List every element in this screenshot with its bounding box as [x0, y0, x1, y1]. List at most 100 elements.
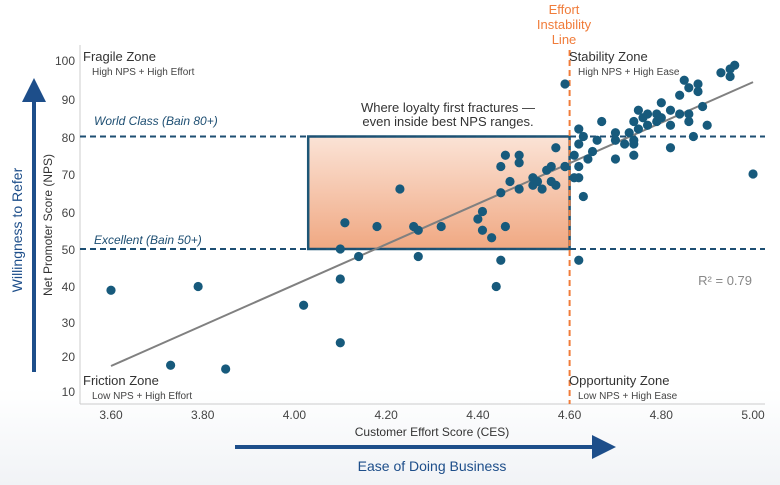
y-axis-title: Net Promoter Score (NPS) [41, 154, 55, 296]
opportunity-zone-title: Opportunity Zone [569, 373, 669, 388]
data-point [578, 191, 588, 202]
data-point [166, 360, 176, 370]
data-point [496, 161, 506, 172]
x-tick-label: 4.00 [283, 408, 307, 422]
y-tick-label: 50 [62, 243, 76, 257]
data-point [496, 255, 506, 265]
data-point [477, 206, 488, 217]
x-tick-label: 4.40 [466, 408, 490, 422]
y-tick-label: 80 [62, 131, 76, 145]
data-point [487, 233, 497, 243]
x-tick-label: 3.60 [99, 408, 123, 422]
data-point [684, 116, 694, 127]
ease-label: Ease of Doing Business [358, 458, 507, 474]
y-tick-label: 40 [62, 280, 76, 294]
box-annotation-2: even inside best NPS ranges. [362, 114, 533, 129]
data-point [587, 146, 598, 157]
data-point [335, 338, 345, 348]
data-point [684, 83, 694, 93]
stability-zone-subtitle: High NPS + High Ease [578, 67, 680, 78]
data-point [496, 188, 506, 198]
data-point [335, 274, 345, 284]
data-point [537, 184, 547, 194]
data-point [675, 109, 685, 119]
instability-label-2: Instability [537, 17, 592, 32]
data-point [693, 86, 703, 97]
y-tick-label: 30 [62, 316, 76, 330]
data-point [551, 143, 561, 153]
data-point [610, 128, 621, 138]
data-point [578, 131, 588, 142]
data-point [551, 180, 561, 190]
data-point [716, 68, 726, 78]
fragile-zone-title: Fragile Zone [83, 49, 156, 64]
data-point [665, 120, 676, 130]
data-point [574, 124, 584, 134]
fragile-zone-subtitle: High NPS + High Effort [92, 67, 195, 78]
data-point [500, 221, 510, 232]
y-tick-label: 60 [62, 206, 76, 220]
data-point [395, 184, 405, 194]
data-point [505, 176, 515, 187]
data-point [413, 225, 423, 235]
data-point [748, 169, 758, 179]
data-point [624, 128, 634, 138]
data-point [697, 101, 708, 112]
data-point [299, 300, 309, 310]
data-point [629, 150, 639, 160]
data-point [574, 255, 584, 265]
data-point [193, 281, 203, 292]
data-point [610, 135, 621, 145]
data-point [477, 225, 488, 235]
data-point [633, 105, 643, 115]
data-point [679, 75, 689, 85]
friction-zone-subtitle: Low NPS + High Effort [92, 391, 192, 402]
data-point [725, 71, 735, 82]
data-point [688, 131, 699, 142]
x-tick-label: 4.60 [558, 408, 582, 422]
data-point [340, 218, 350, 228]
data-point [592, 135, 602, 145]
stability-zone-title: Stability Zone [569, 49, 648, 64]
data-point [569, 150, 579, 160]
data-point [413, 251, 423, 262]
data-point [560, 79, 570, 89]
data-point [106, 285, 116, 295]
box-annotation-1: Where loyalty first fractures — [361, 100, 535, 115]
x-tick-label: 4.80 [650, 408, 674, 422]
data-point [642, 120, 653, 130]
data-point [532, 176, 543, 187]
data-point [574, 139, 584, 149]
excellent-label: Excellent (Bain 50+) [94, 233, 202, 247]
data-point [665, 143, 676, 153]
y-tick-label: 90 [62, 93, 76, 107]
y-tick-label: 20 [62, 350, 76, 364]
data-point [500, 150, 510, 160]
data-point [514, 158, 524, 168]
data-point [597, 116, 607, 127]
data-point [629, 139, 639, 149]
data-point [514, 150, 524, 160]
data-point [372, 221, 382, 232]
instability-label-3: Line [552, 32, 577, 47]
loyalty-fracture-box [306, 135, 571, 251]
y-tick-label: 10 [62, 385, 76, 399]
data-point [629, 116, 639, 127]
data-point [633, 124, 643, 134]
data-point [610, 154, 621, 164]
r-squared-label: R² = 0.79 [698, 273, 752, 288]
data-point [514, 184, 524, 194]
data-point [569, 173, 579, 183]
refer-label: Willingness to Refer [9, 167, 25, 292]
x-tick-label: 4.20 [374, 408, 398, 422]
data-point [725, 64, 735, 74]
data-point [560, 161, 570, 172]
data-point [574, 161, 584, 172]
data-point [638, 113, 648, 123]
data-point [335, 244, 345, 254]
data-point [583, 154, 593, 164]
data-point [354, 251, 364, 262]
data-point [652, 116, 662, 127]
data-point [656, 98, 666, 108]
data-point [665, 105, 676, 115]
